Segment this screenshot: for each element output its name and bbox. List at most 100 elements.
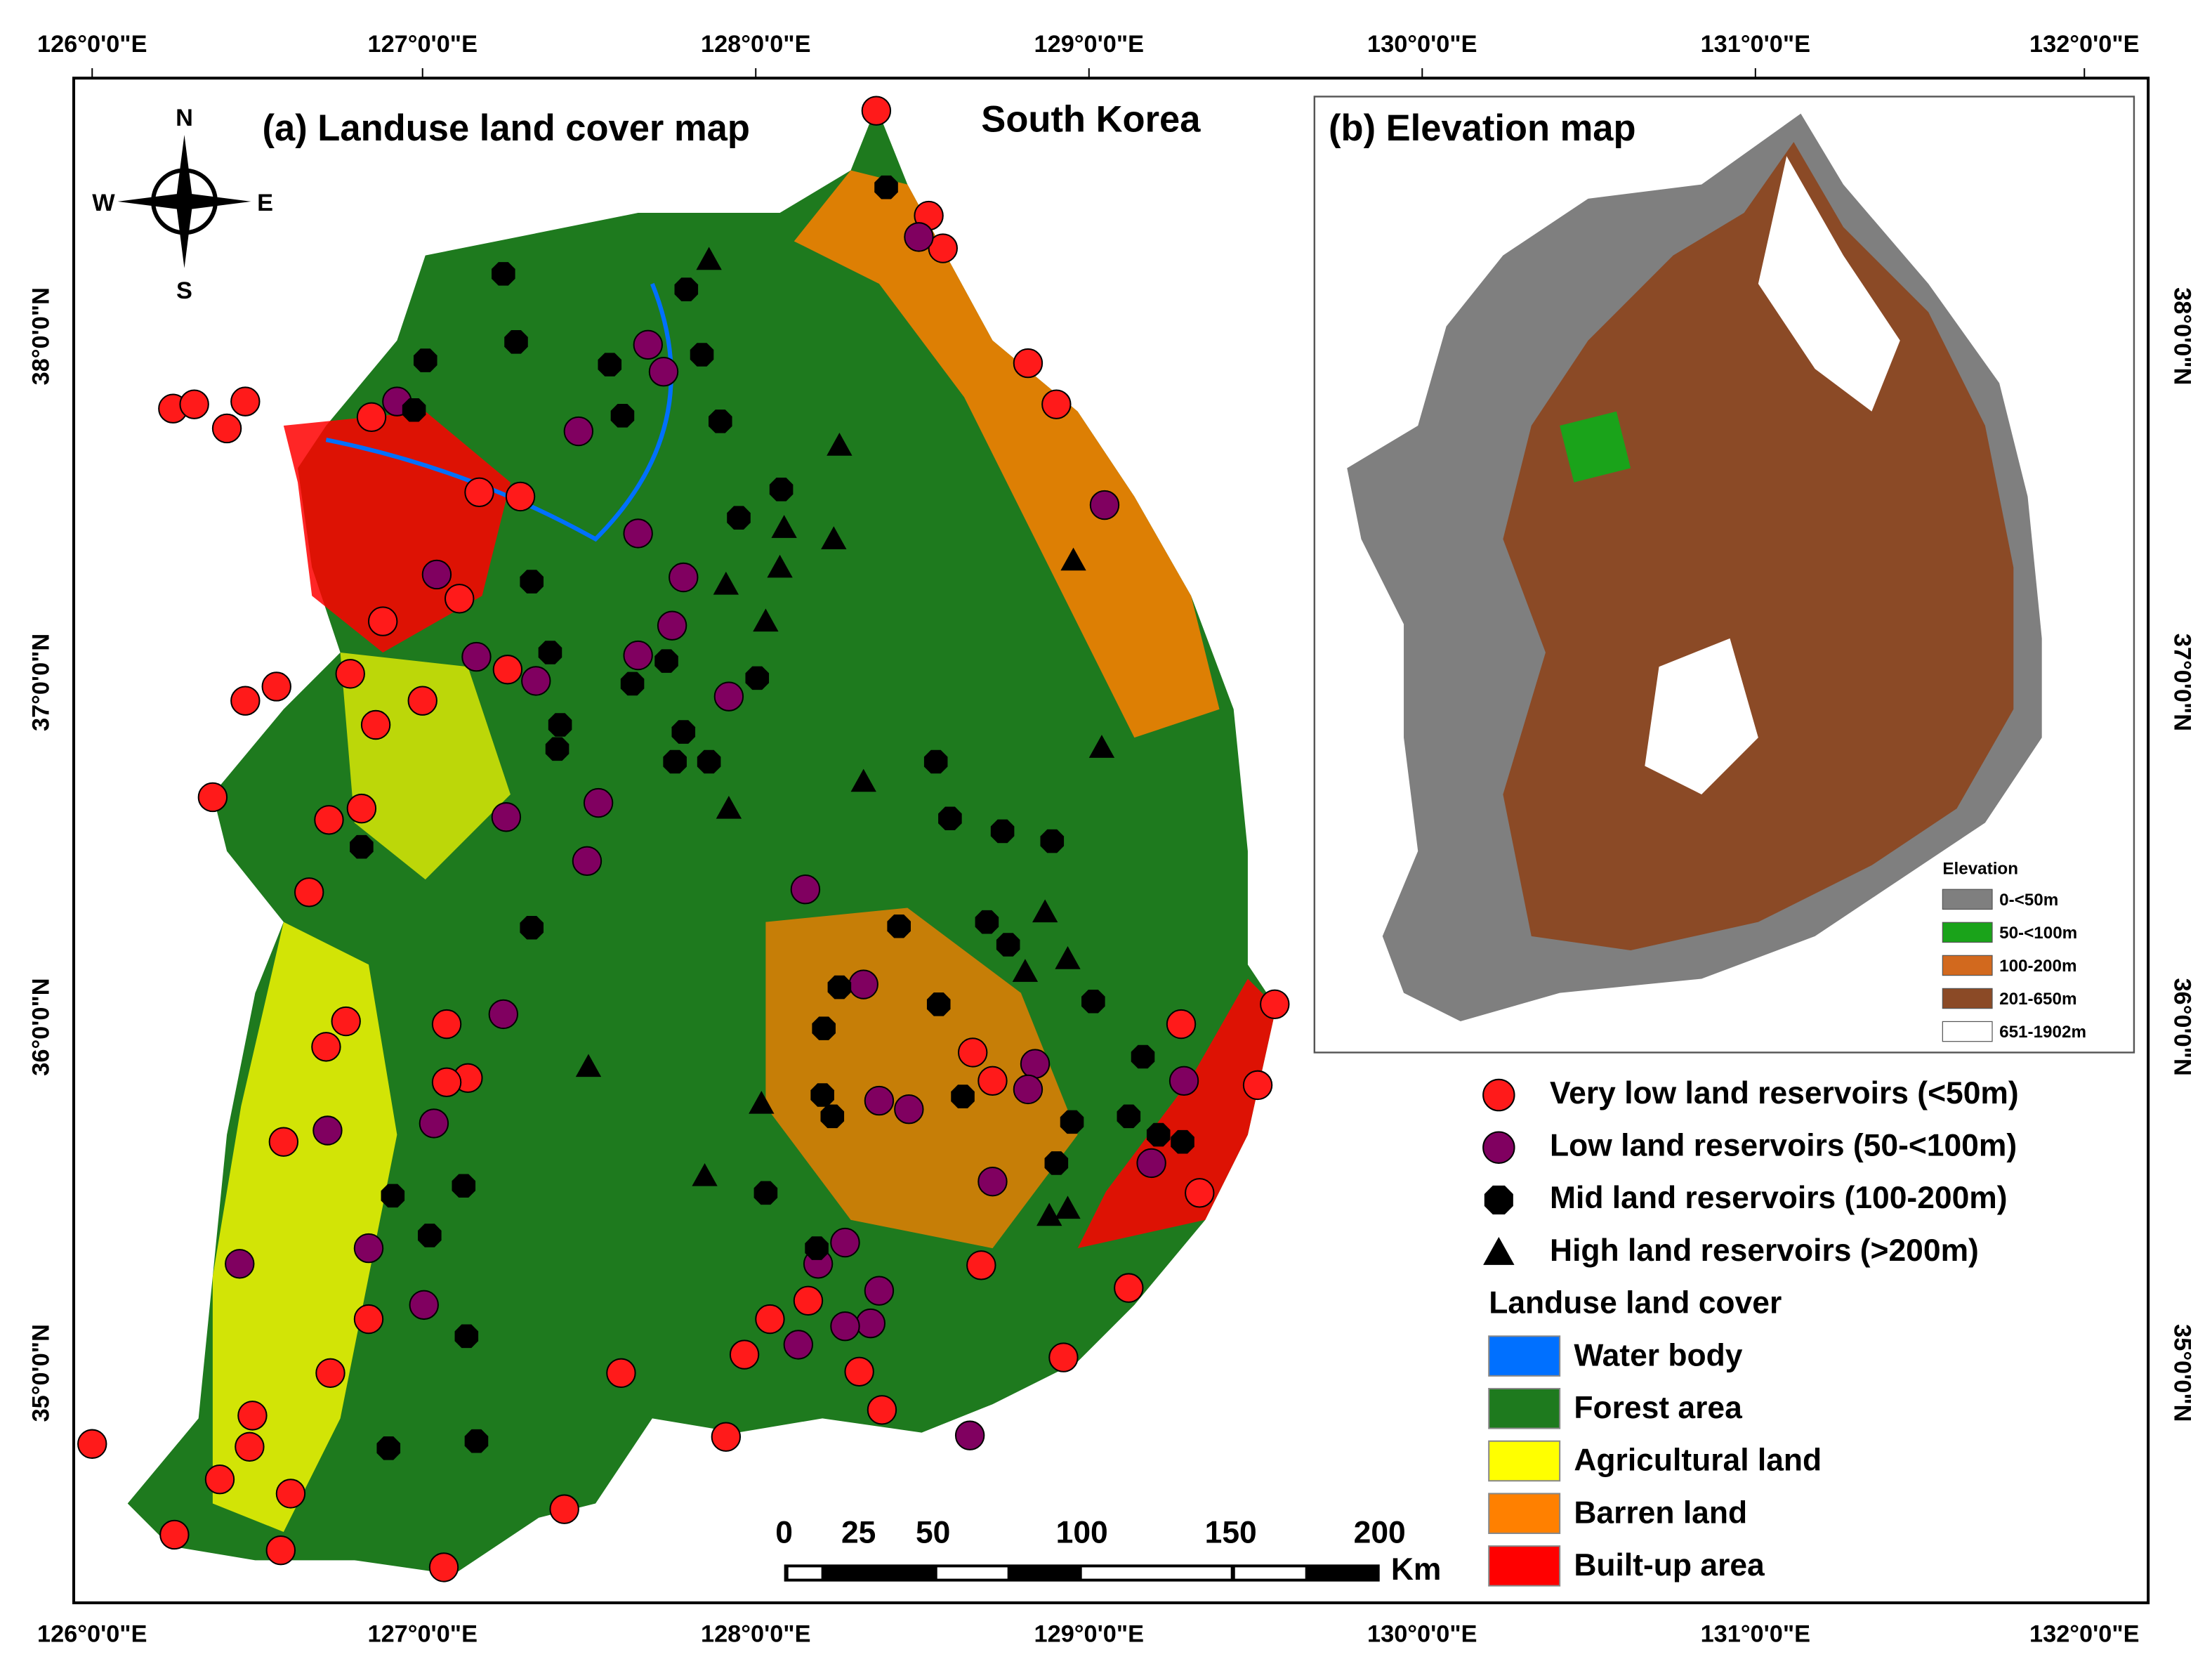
compass: N E S W xyxy=(92,105,273,304)
circle-marker xyxy=(790,874,821,905)
circle-marker xyxy=(335,659,365,689)
lon-label-bottom: 127°0'0"E xyxy=(368,1620,478,1647)
circle-marker xyxy=(549,1494,579,1524)
triangle-marker xyxy=(827,433,852,456)
circle-marker xyxy=(464,477,494,508)
circle-marker xyxy=(275,1479,306,1509)
circle-marker xyxy=(623,640,653,671)
octagon-marker xyxy=(745,666,770,690)
octagon-marker xyxy=(805,1236,829,1260)
circle-marker xyxy=(1482,1078,1515,1112)
octagon-marker xyxy=(975,910,999,934)
circle-marker xyxy=(225,1249,255,1279)
octagon-marker xyxy=(492,262,515,286)
landuse-swatch xyxy=(1488,1335,1561,1377)
circle-marker xyxy=(265,1535,296,1566)
circle-marker xyxy=(353,1233,384,1264)
circle-marker xyxy=(713,681,744,712)
circle-marker xyxy=(864,1276,895,1306)
circle-marker xyxy=(1168,1066,1199,1096)
landuse-label: Agricultural land xyxy=(1574,1443,1822,1478)
elevation-label: 651-1902m xyxy=(1999,1023,2086,1042)
circle-marker xyxy=(428,1552,459,1582)
lat-label-left: 36°0'0"N xyxy=(28,978,55,1075)
lon-label-bottom: 126°0'0"E xyxy=(37,1620,147,1647)
elev-high xyxy=(1758,156,1900,412)
circle-marker xyxy=(407,686,437,716)
landuse-swatch xyxy=(1488,1440,1561,1482)
landuse-map xyxy=(127,106,1277,1575)
circle-marker xyxy=(657,610,687,641)
circle-marker xyxy=(331,1006,361,1037)
circle-marker xyxy=(966,1250,996,1280)
circle-marker xyxy=(1013,1074,1044,1105)
octagon-marker xyxy=(520,915,544,940)
circle-marker xyxy=(648,357,679,387)
lon-label-bottom: 129°0'0"E xyxy=(1034,1620,1144,1647)
octagon-marker xyxy=(1146,1122,1171,1147)
elev-high xyxy=(1645,638,1758,794)
circle-marker xyxy=(311,1032,341,1062)
circle-marker xyxy=(848,969,878,1000)
reservoir-markers xyxy=(77,96,1290,1582)
octagon-marker xyxy=(697,749,721,774)
triangle-marker xyxy=(749,1090,775,1114)
circle-marker xyxy=(356,402,387,433)
elevation-legend-title: Elevation xyxy=(1942,859,2018,878)
lon-label-bottom: 130°0'0"E xyxy=(1367,1620,1477,1647)
circle-marker xyxy=(894,1094,924,1125)
triangle-marker xyxy=(713,571,739,595)
circle-marker xyxy=(1013,348,1044,379)
scale-label: 100 xyxy=(1056,1516,1108,1550)
octagon-marker xyxy=(996,933,1020,957)
circle-marker xyxy=(211,413,242,444)
lon-label-top: 128°0'0"E xyxy=(701,31,810,58)
circle-marker xyxy=(563,416,594,447)
elevation-label: 201-650m xyxy=(1999,990,2076,1009)
octagon-marker xyxy=(1060,1110,1084,1134)
triangle-marker xyxy=(575,1054,602,1077)
landuse-legend-title: Landuse land cover xyxy=(1489,1286,1782,1321)
triangle-marker xyxy=(1060,547,1086,571)
circle-marker xyxy=(1242,1070,1273,1101)
circle-marker xyxy=(230,686,261,716)
octagon-marker xyxy=(654,649,678,673)
circle-marker xyxy=(179,389,209,419)
lon-label-top: 132°0'0"E xyxy=(2029,31,2139,58)
circle-marker xyxy=(1166,1009,1197,1040)
lon-label-bottom: 131°0'0"E xyxy=(1701,1620,1810,1647)
triangle-marker xyxy=(1055,1195,1081,1219)
circle-marker xyxy=(77,1429,107,1459)
octagon-marker xyxy=(810,1083,834,1107)
octagon-marker xyxy=(413,348,437,372)
circle-marker xyxy=(294,877,324,907)
circle-marker xyxy=(360,709,391,740)
circle-marker xyxy=(431,1009,462,1040)
circle-marker xyxy=(421,559,452,590)
elevation-map xyxy=(1313,96,2135,1054)
octagon-marker xyxy=(350,834,374,859)
compass-star xyxy=(117,135,251,268)
circle-marker xyxy=(431,1067,462,1098)
octagon-marker xyxy=(418,1224,442,1247)
circle-marker xyxy=(461,641,492,672)
octagon-marker xyxy=(1171,1129,1194,1154)
octagon-marker xyxy=(827,975,852,1000)
elevation-swatch xyxy=(1942,922,1993,943)
circle-marker xyxy=(864,1085,895,1116)
circle-marker xyxy=(367,606,398,636)
lat-label-left: 37°0'0"N xyxy=(28,634,55,731)
scale-segment xyxy=(1081,1567,1231,1579)
octagon-marker xyxy=(1081,989,1105,1014)
triangle-marker xyxy=(767,554,793,578)
landuse-label: Built-up area xyxy=(1574,1548,1765,1582)
lon-label-bottom: 128°0'0"E xyxy=(701,1620,810,1647)
triangle-marker xyxy=(1012,959,1039,982)
circle-marker xyxy=(1089,490,1120,520)
triangle-marker xyxy=(1483,1236,1515,1265)
lon-label-top: 126°0'0"E xyxy=(37,31,147,58)
circle-marker xyxy=(237,1401,268,1431)
octagon-marker xyxy=(727,506,751,530)
